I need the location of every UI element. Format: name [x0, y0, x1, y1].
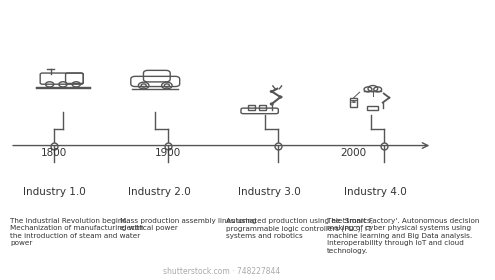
Text: Automated production using electronics,
programmable logic controllers (PLC), IT: Automated production using electronics, …	[226, 218, 373, 239]
Text: Industry 3.0: Industry 3.0	[238, 187, 301, 197]
Text: The Industrial Revolution begins.
Mechanization of manufacturing with
the introd: The Industrial Revolution begins. Mechan…	[10, 218, 144, 246]
Text: Industry 4.0: Industry 4.0	[344, 187, 406, 197]
Bar	[258, 105, 266, 109]
Text: The 'Smart Factory'. Autonomous decision
making of cyber physical systems using
: The 'Smart Factory'. Autonomous decision…	[327, 218, 479, 254]
Text: 1900: 1900	[155, 148, 182, 158]
Text: Industry 2.0: Industry 2.0	[128, 187, 191, 197]
Text: 1800: 1800	[41, 148, 67, 158]
Bar	[350, 98, 357, 108]
Text: Industry 1.0: Industry 1.0	[23, 187, 86, 197]
Text: 2000: 2000	[340, 148, 366, 158]
Bar	[367, 106, 378, 110]
Text: Mass production assembly lines using
electrical power: Mass production assembly lines using ele…	[120, 218, 256, 231]
Text: shutterstock.com · 748227844: shutterstock.com · 748227844	[162, 267, 280, 276]
Bar	[248, 105, 255, 109]
